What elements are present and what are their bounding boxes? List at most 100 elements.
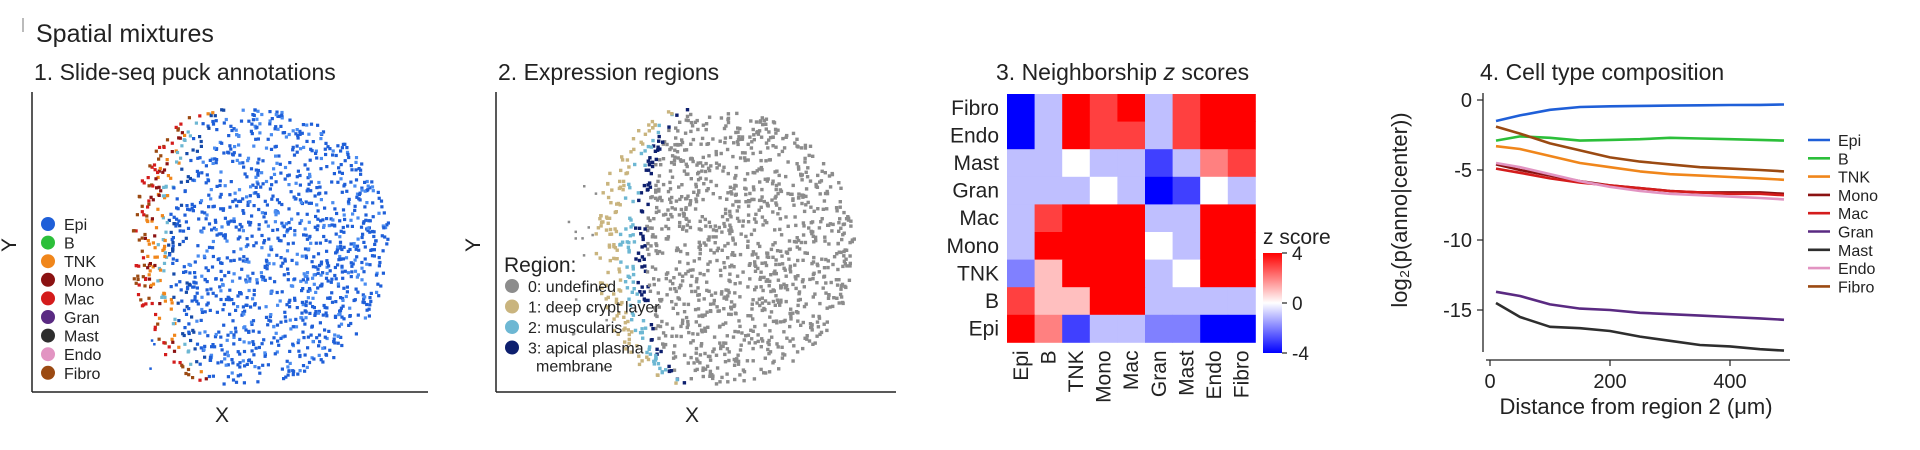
scatter-point (778, 217, 783, 221)
scatter-point (310, 149, 314, 153)
scatter-point (769, 247, 774, 252)
scatter-point (775, 342, 779, 346)
scatter-point (338, 235, 342, 239)
scatter-point (693, 120, 698, 124)
scatter-point (267, 318, 271, 322)
scatter-point (744, 187, 748, 191)
scatter-point (174, 224, 178, 228)
scatter-point (330, 180, 334, 184)
scatter-point (771, 319, 776, 324)
heatmap-row-label: Endo (950, 124, 999, 147)
scatter-point (726, 256, 730, 260)
scatter-point (167, 345, 171, 349)
scatter-point (230, 279, 235, 283)
scatter-point (765, 255, 769, 259)
scatter-point (643, 149, 647, 153)
scatter-point (709, 179, 713, 184)
scatter-point (626, 245, 631, 249)
scatter-point (702, 241, 706, 245)
scatter-point (223, 233, 227, 237)
scatter-point (819, 330, 824, 335)
scatter-point (327, 329, 331, 333)
scatter-point (751, 317, 755, 321)
scatter-point (171, 247, 175, 251)
scatter-point (640, 265, 644, 269)
scatter-point (318, 241, 322, 245)
scatter-point (201, 122, 205, 126)
scatter-point (347, 197, 351, 201)
scatter-point (180, 299, 184, 303)
scatter-point (661, 142, 665, 146)
scatter-point (206, 292, 210, 296)
scatter-point (288, 161, 292, 165)
scatter-point (354, 332, 358, 336)
scatter-point (715, 366, 720, 370)
scatter-point (613, 227, 617, 231)
scatter-point (206, 112, 210, 116)
scatter-point (795, 162, 799, 166)
scatter-point (757, 167, 761, 171)
scatter-point (809, 205, 813, 209)
scatter-point (758, 303, 762, 308)
scatter-point (283, 257, 287, 261)
scatter-point (682, 353, 687, 357)
scatter-point (361, 232, 365, 236)
scatter-point (694, 197, 698, 201)
scatter-point (269, 247, 273, 251)
scatter-point (766, 146, 770, 150)
scatter-point (302, 145, 306, 149)
scatter-point (817, 226, 822, 230)
scatter-point (272, 336, 276, 340)
scatter-point (678, 220, 682, 225)
scatter-point (645, 224, 649, 229)
scatter-point (170, 141, 174, 145)
scatter-point (627, 337, 631, 342)
scatter-point (605, 318, 608, 322)
scatter-point (628, 186, 632, 190)
scatter-point (219, 207, 223, 211)
scatter-point (706, 237, 710, 242)
scatter-point (784, 299, 788, 304)
scatter-point (183, 326, 187, 330)
scatter-point (658, 366, 662, 371)
scatter-point (678, 260, 682, 264)
scatter-point (661, 342, 665, 346)
scatter-point (205, 173, 209, 177)
scatter-point (712, 298, 716, 303)
scatter-point (607, 216, 612, 220)
scatter-point (345, 189, 349, 193)
scatter-point (349, 180, 353, 184)
scatter-point (782, 282, 786, 286)
scatter-point (299, 200, 303, 204)
scatter-point (780, 356, 785, 360)
scatter-point (252, 204, 256, 208)
scatter-point (342, 213, 346, 217)
scatter-point (636, 280, 640, 285)
scatter-point (307, 182, 311, 186)
scatter-point (162, 341, 166, 345)
scatter-point (728, 272, 732, 276)
scatter-point (297, 192, 301, 196)
scatter-point (616, 332, 620, 336)
scatter-point (223, 274, 227, 278)
scatter-point (630, 311, 635, 315)
scatter-point (813, 292, 817, 296)
panel-3-title-italic: z (1163, 59, 1176, 85)
scatter-point (209, 114, 213, 118)
heatmap-cell (1172, 149, 1201, 178)
scatter-point (211, 205, 215, 209)
scatter-point (730, 229, 734, 233)
scatter-point (254, 185, 258, 189)
scatter-point (250, 132, 254, 136)
scatter-point (843, 262, 847, 266)
scatter-point (288, 318, 292, 322)
scatter-point (242, 165, 246, 169)
scatter-point (214, 277, 218, 281)
scatter-point (278, 162, 282, 166)
scatter-point (796, 319, 800, 323)
scatter-point (811, 272, 816, 277)
scatter-point (359, 172, 363, 176)
scatter-point (690, 289, 694, 294)
scatter-point (174, 125, 178, 129)
scatter-point (368, 186, 372, 190)
